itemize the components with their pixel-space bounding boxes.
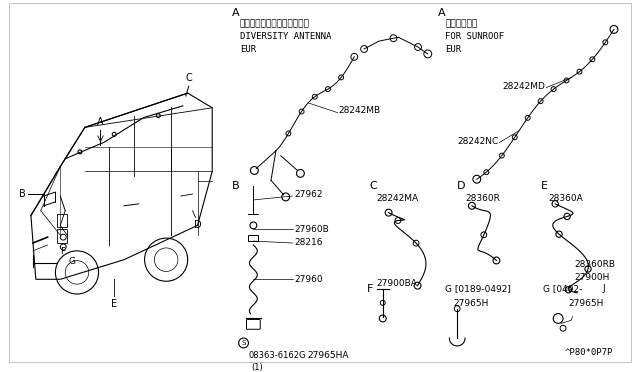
Text: 27965HA: 27965HA (307, 351, 349, 360)
Text: EUR: EUR (239, 45, 256, 54)
Text: F: F (367, 284, 373, 294)
Text: 27900BA: 27900BA (377, 279, 418, 288)
Bar (58, 229, 67, 243)
Text: A: A (232, 8, 239, 18)
Text: (1): (1) (252, 363, 263, 372)
Text: E: E (541, 181, 547, 191)
Text: 28242MB: 28242MB (339, 106, 381, 115)
Text: D: D (457, 181, 466, 191)
Text: 28242MD: 28242MD (502, 82, 545, 91)
Text: 28360A: 28360A (548, 194, 583, 203)
Text: DIVERSITY ANTENNA: DIVERSITY ANTENNA (239, 32, 331, 41)
Text: サンルーフ用: サンルーフ用 (445, 20, 477, 29)
Text: J: J (602, 284, 605, 293)
Text: A: A (97, 118, 104, 127)
Text: 28216: 28216 (294, 238, 323, 247)
Text: B: B (19, 189, 26, 199)
Text: D: D (194, 221, 202, 231)
Text: B: B (232, 181, 239, 191)
Text: G [0189-0492]: G [0189-0492] (445, 284, 511, 293)
Text: F: F (60, 247, 65, 256)
Text: ダイバー　シティ　アンテナ: ダイバー シティ アンテナ (239, 20, 310, 29)
Text: C: C (369, 181, 377, 191)
Text: S: S (241, 340, 246, 346)
Bar (58, 214, 67, 227)
Text: FOR SUNROOF: FOR SUNROOF (445, 32, 504, 41)
Text: E: E (111, 299, 117, 309)
Text: 27965H: 27965H (453, 299, 489, 308)
Text: 27960: 27960 (294, 275, 323, 284)
Bar (248, 235, 259, 241)
Text: EUR: EUR (445, 45, 461, 54)
Text: ^P80*0P7P: ^P80*0P7P (565, 348, 613, 357)
Text: G [0492-: G [0492- (543, 284, 583, 293)
Text: G: G (68, 257, 76, 266)
Text: 28242MA: 28242MA (377, 194, 419, 203)
Text: 27962: 27962 (294, 189, 323, 199)
Text: 27960B: 27960B (294, 225, 329, 234)
Text: 27965H: 27965H (568, 299, 604, 308)
Text: C: C (186, 73, 192, 83)
Text: 08363-6162G: 08363-6162G (248, 351, 306, 360)
Text: 27900H: 27900H (575, 273, 610, 282)
Text: 28360RB: 28360RB (575, 260, 616, 269)
Text: 28242NC: 28242NC (457, 137, 499, 146)
Text: A: A (438, 8, 445, 18)
Text: 28360R: 28360R (465, 194, 500, 203)
